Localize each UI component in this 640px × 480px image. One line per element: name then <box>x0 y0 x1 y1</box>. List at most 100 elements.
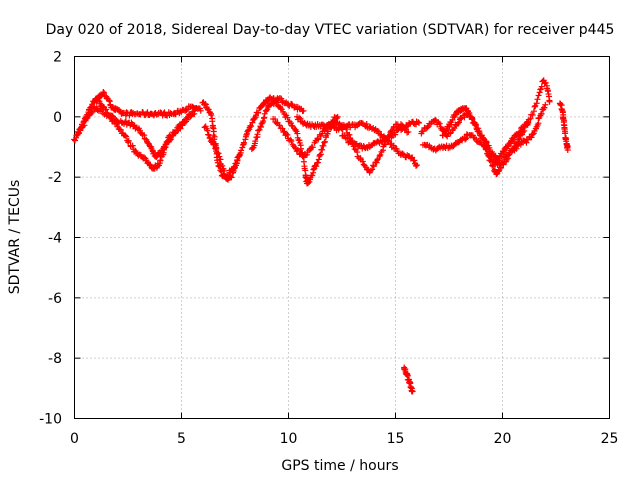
chart-title: Day 020 of 2018, Sidereal Day-to-day VTE… <box>46 22 615 38</box>
data-point <box>376 153 383 160</box>
data-point <box>463 135 470 142</box>
data-point <box>413 162 420 169</box>
data-point <box>227 173 234 180</box>
y-tick-label: 2 <box>53 50 62 66</box>
data-point <box>309 144 316 151</box>
x-tick-label: 15 <box>387 431 405 447</box>
data-point <box>483 139 490 146</box>
data-point <box>564 147 571 154</box>
data-point <box>117 126 124 133</box>
data-point <box>272 98 279 105</box>
x-tick-label: 10 <box>280 431 298 447</box>
data-point <box>370 162 377 169</box>
data-point <box>544 88 551 95</box>
data-point <box>122 132 129 139</box>
x-tick-label: 5 <box>177 431 186 447</box>
data-point <box>213 146 220 153</box>
data-point <box>542 101 549 108</box>
data-point <box>153 153 160 160</box>
data-point <box>420 128 427 135</box>
data-point <box>454 120 461 127</box>
data-point <box>528 134 535 141</box>
data-point <box>221 167 228 174</box>
data-point <box>535 92 542 99</box>
data-point <box>211 141 218 148</box>
data-point <box>303 151 310 158</box>
data-point <box>409 388 416 395</box>
data-point <box>183 118 190 125</box>
data-point <box>499 159 506 166</box>
data-point <box>177 125 184 132</box>
data-point <box>490 163 497 170</box>
data-point <box>530 108 537 115</box>
data-point <box>455 119 462 126</box>
data-point <box>411 157 418 164</box>
data-point <box>531 103 538 110</box>
data-point <box>261 110 268 117</box>
data-point <box>81 122 88 129</box>
data-point <box>538 83 545 90</box>
data-point <box>321 139 328 146</box>
data-point <box>313 163 320 170</box>
data-point <box>164 139 171 146</box>
data-point <box>334 113 341 120</box>
data-point <box>219 162 226 169</box>
x-tick-label: 25 <box>601 431 619 447</box>
data-point <box>478 132 485 139</box>
data-point <box>240 139 247 146</box>
x-tick-label: 20 <box>494 431 512 447</box>
data-point <box>529 112 536 119</box>
data-point <box>129 142 136 149</box>
data-point <box>273 99 280 106</box>
data-point <box>314 135 321 142</box>
data-point <box>532 102 539 109</box>
data-point <box>212 145 219 152</box>
data-point <box>527 115 534 122</box>
data-point <box>87 104 94 111</box>
data-point <box>89 108 96 115</box>
data-point <box>370 163 377 170</box>
data-point <box>449 117 456 124</box>
data-point <box>538 110 545 117</box>
y-tick-label: -6 <box>48 291 62 307</box>
data-point <box>541 104 548 111</box>
data-point <box>314 159 321 166</box>
data-point <box>215 150 222 157</box>
data-point <box>333 114 340 121</box>
data-point <box>248 123 255 130</box>
data-point <box>415 119 422 126</box>
x-tick-label: 0 <box>70 431 79 447</box>
data-point <box>288 138 295 145</box>
data-point <box>463 131 470 138</box>
data-point <box>534 96 541 103</box>
data-point <box>126 112 133 119</box>
data-point <box>284 114 291 121</box>
data-point <box>255 127 262 134</box>
data-point <box>413 162 420 169</box>
data-point <box>277 105 284 112</box>
data-point <box>397 121 404 128</box>
data-point <box>546 98 553 105</box>
data-point <box>363 121 370 128</box>
data-point <box>172 111 179 118</box>
data-point <box>294 146 301 153</box>
y-axis-label: SDTVAR / TECUs <box>7 180 23 295</box>
data-point <box>416 119 423 126</box>
data-point <box>75 130 82 137</box>
data-point <box>315 136 322 143</box>
data-point <box>489 162 496 169</box>
data-point <box>205 106 212 113</box>
data-point <box>278 106 285 113</box>
plot-frame <box>74 56 610 419</box>
data-point <box>443 127 450 134</box>
data-point <box>239 144 246 151</box>
data-point <box>533 100 540 107</box>
data-point <box>209 138 216 145</box>
x-axis-label: GPS time / hours <box>281 458 398 474</box>
data-point <box>284 131 291 138</box>
data-point <box>469 116 476 123</box>
data-point <box>93 103 100 110</box>
data-point <box>392 131 399 138</box>
data-points <box>71 77 571 395</box>
